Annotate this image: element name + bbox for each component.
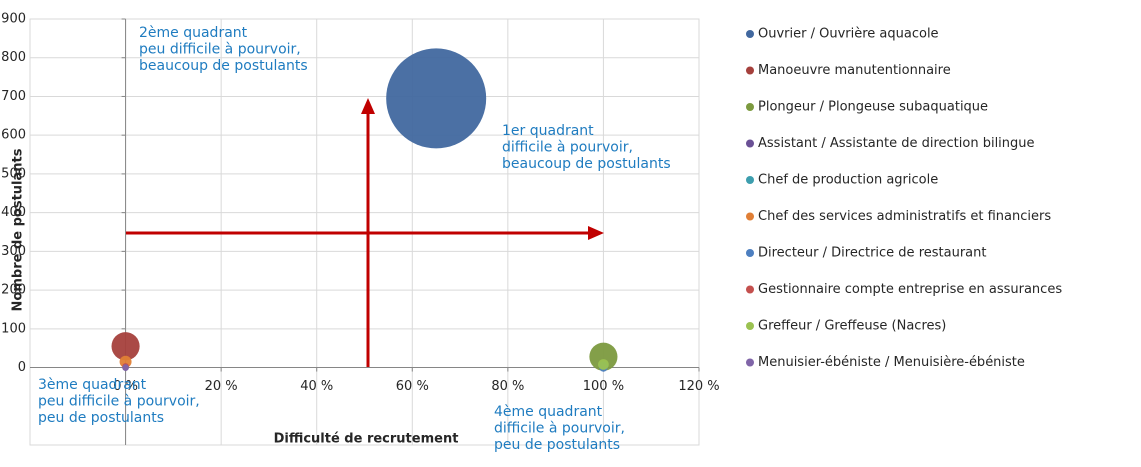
marks <box>111 48 618 372</box>
legend-label: Ouvrier / Ouvrière aquacole <box>758 27 939 42</box>
y-tick-label: 300 <box>1 244 26 259</box>
y-tick-label: 100 <box>1 321 26 336</box>
legend-marker <box>746 66 754 75</box>
y-tick-label: 200 <box>1 283 26 298</box>
texts: Nombre de postulants Difficulté de recru… <box>1 12 719 454</box>
annotation: beaucoup de postulants <box>502 156 671 172</box>
x-tick-label: 100 % <box>583 379 624 394</box>
annotation: peu de postulants <box>494 437 620 453</box>
x-tick-label: 0 % <box>113 379 138 394</box>
annotation: peu de postulants <box>38 410 164 426</box>
y-tick-label: 800 <box>1 50 26 65</box>
arrows <box>126 98 604 367</box>
legend-marker <box>746 139 754 148</box>
x-tick-label: 20 % <box>205 379 238 394</box>
legend-marker <box>746 212 754 221</box>
legend-marker <box>746 322 754 330</box>
y-tick-label: 0 <box>18 360 26 375</box>
y-axis-title: Nombre de postulants <box>11 148 26 311</box>
bubble <box>119 355 132 368</box>
x-tick-label: 120 % <box>678 379 719 394</box>
x-axis-title: Difficulté de recrutement <box>274 432 459 447</box>
arrow-head <box>361 98 375 114</box>
annotation: peu difficile à pourvoir, <box>38 394 200 410</box>
grid <box>29 18 700 446</box>
arrow-head <box>588 226 604 240</box>
legend-label: Gestionnaire compte entreprise en assura… <box>758 282 1062 297</box>
annotation: 2ème quadrant <box>139 25 248 41</box>
x-tick-label: 80 % <box>491 379 524 394</box>
annotation: 3ème quadrant <box>38 377 147 393</box>
x-tick-label: 60 % <box>396 379 429 394</box>
legend-marker <box>746 249 754 257</box>
legend-label: Menuisier-ébéniste / Menuisière-ébéniste <box>758 355 1025 370</box>
legend-label: Chef de production agricole <box>758 173 938 188</box>
legend-marker <box>746 30 754 38</box>
y-tick-label: 700 <box>1 89 26 104</box>
legend-label: Manoeuvre manutentionnaire <box>758 63 951 78</box>
bubble <box>122 364 129 371</box>
legend-marker <box>746 103 754 111</box>
annotation: peu difficile à pourvoir, <box>139 42 301 58</box>
annotation: beaucoup de postulants <box>139 58 308 74</box>
bubble <box>598 359 609 370</box>
x-tick-label: 40 % <box>300 379 333 394</box>
bubble <box>386 48 487 149</box>
y-tick-label: 900 <box>1 12 26 27</box>
annotation: 4ème quadrant <box>494 404 603 420</box>
bubble <box>589 342 618 371</box>
annotation: difficile à pourvoir, <box>494 421 625 437</box>
bubble <box>111 332 140 361</box>
y-tick-label: 500 <box>1 166 26 181</box>
legend-label: Chef des services administratifs et fina… <box>758 209 1051 224</box>
legend-marker <box>746 285 754 294</box>
y-tick-label: 600 <box>1 128 26 143</box>
annotation: 1er quadrant <box>502 123 594 139</box>
legend-label: Greffeur / Greffeuse (Nacres) <box>758 319 946 334</box>
annotation: difficile à pourvoir, <box>502 140 633 156</box>
legend-label: Plongeur / Plongeuse subaquatique <box>758 100 988 115</box>
legend-marker <box>746 358 754 367</box>
legend-marker <box>746 176 754 184</box>
y-tick-label: 400 <box>1 205 26 220</box>
legend-label: Directeur / Directrice de restaurant <box>758 246 986 261</box>
legend-label: Assistant / Assistante de direction bili… <box>758 136 1035 151</box>
